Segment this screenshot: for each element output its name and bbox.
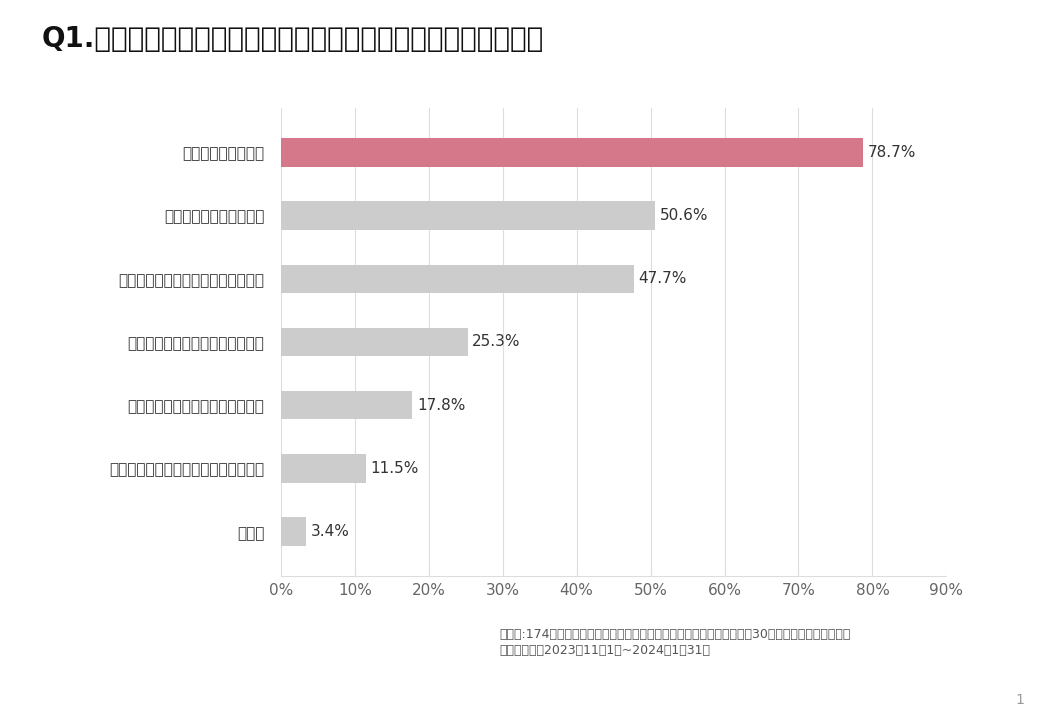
Text: 1: 1 xyxy=(1015,693,1024,707)
Text: 78.7%: 78.7% xyxy=(867,145,915,160)
Text: Q1.海外留学を考えた主な理由を教えてください（複数回答可）: Q1.海外留学を考えた主な理由を教えてください（複数回答可） xyxy=(42,25,544,53)
Bar xyxy=(281,264,633,293)
Text: 回答者:174名　複数回答可　調査対象：ワーキングホリデーで渡航した30歳までの日本人正看護師: 回答者:174名 複数回答可 調査対象：ワーキングホリデーで渡航した30歳までの… xyxy=(499,628,851,641)
Bar xyxy=(281,328,468,356)
Bar xyxy=(281,454,366,482)
Text: 50.6%: 50.6% xyxy=(659,208,708,223)
Text: 11.5%: 11.5% xyxy=(370,461,419,476)
Text: 17.8%: 17.8% xyxy=(417,397,465,413)
Text: 3.4%: 3.4% xyxy=(310,524,349,539)
Bar xyxy=(281,138,863,166)
Bar xyxy=(281,518,306,546)
Text: 47.7%: 47.7% xyxy=(638,271,686,287)
Text: 調査実施日：2023年11月1日~2024年1月31日: 調査実施日：2023年11月1日~2024年1月31日 xyxy=(499,644,710,657)
Bar xyxy=(281,202,655,230)
Bar xyxy=(281,391,413,420)
Text: 25.3%: 25.3% xyxy=(472,335,521,349)
